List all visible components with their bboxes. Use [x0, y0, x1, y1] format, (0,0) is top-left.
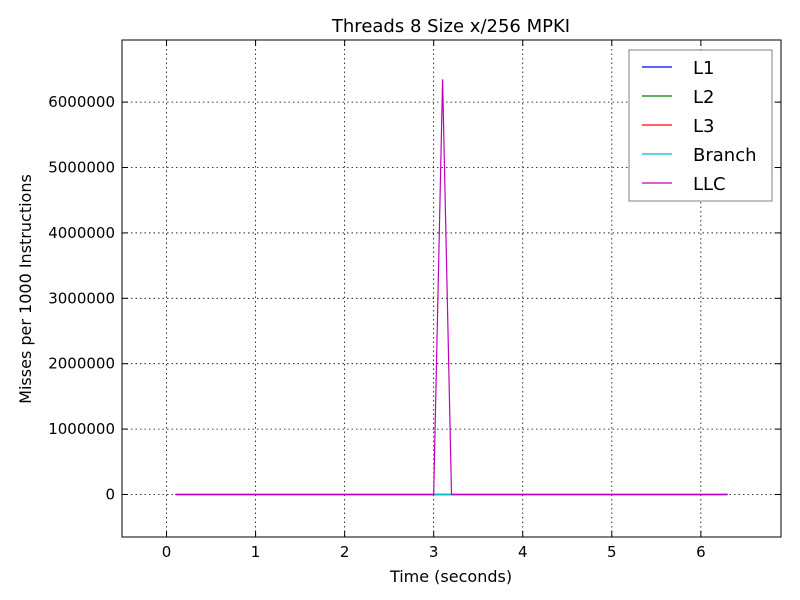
y-tick-label: 0 [105, 485, 115, 503]
x-tick-label: 3 [429, 543, 439, 561]
y-axis-label: Misses per 1000 Instructions [16, 174, 35, 404]
plot-frame [121, 39, 782, 538]
x-tick-label: 0 [162, 543, 172, 561]
y-axis-ticks: 0 1000000 2000000 3000000 4000000 5000000 6000… [48, 93, 781, 503]
x-tick-label: 4 [518, 543, 528, 561]
series-layer [175, 79, 728, 496]
legend-label-l1: L1 [693, 58, 714, 79]
y-tick-label: 1000000 [48, 420, 115, 438]
legend: L1 L2 L3 Branch LLC [628, 49, 773, 202]
series-line-llc [175, 79, 728, 496]
y-tick-label: 2000000 [48, 355, 115, 373]
chart-title: Threads 8 Size x/256 MPKI [331, 16, 570, 37]
legend-label-llc: LLC [693, 174, 726, 195]
y-tick-label: 5000000 [48, 159, 115, 177]
x-tick-label: 2 [340, 543, 350, 561]
x-tick-label: 1 [251, 543, 261, 561]
x-axis-label: Time (seconds) [389, 567, 512, 586]
legend-label-branch: Branch [693, 145, 757, 166]
y-tick-label: 3000000 [48, 289, 115, 307]
legend-label-l2: L2 [693, 87, 714, 108]
x-tick-label: 6 [696, 543, 706, 561]
x-tick-label: 5 [607, 543, 617, 561]
y-tick-label: 6000000 [48, 93, 115, 111]
y-tick-label: 4000000 [48, 224, 115, 242]
x-axis-ticks: 0 1 2 3 4 5 6 [162, 40, 706, 561]
legend-label-l3: L3 [693, 116, 714, 137]
